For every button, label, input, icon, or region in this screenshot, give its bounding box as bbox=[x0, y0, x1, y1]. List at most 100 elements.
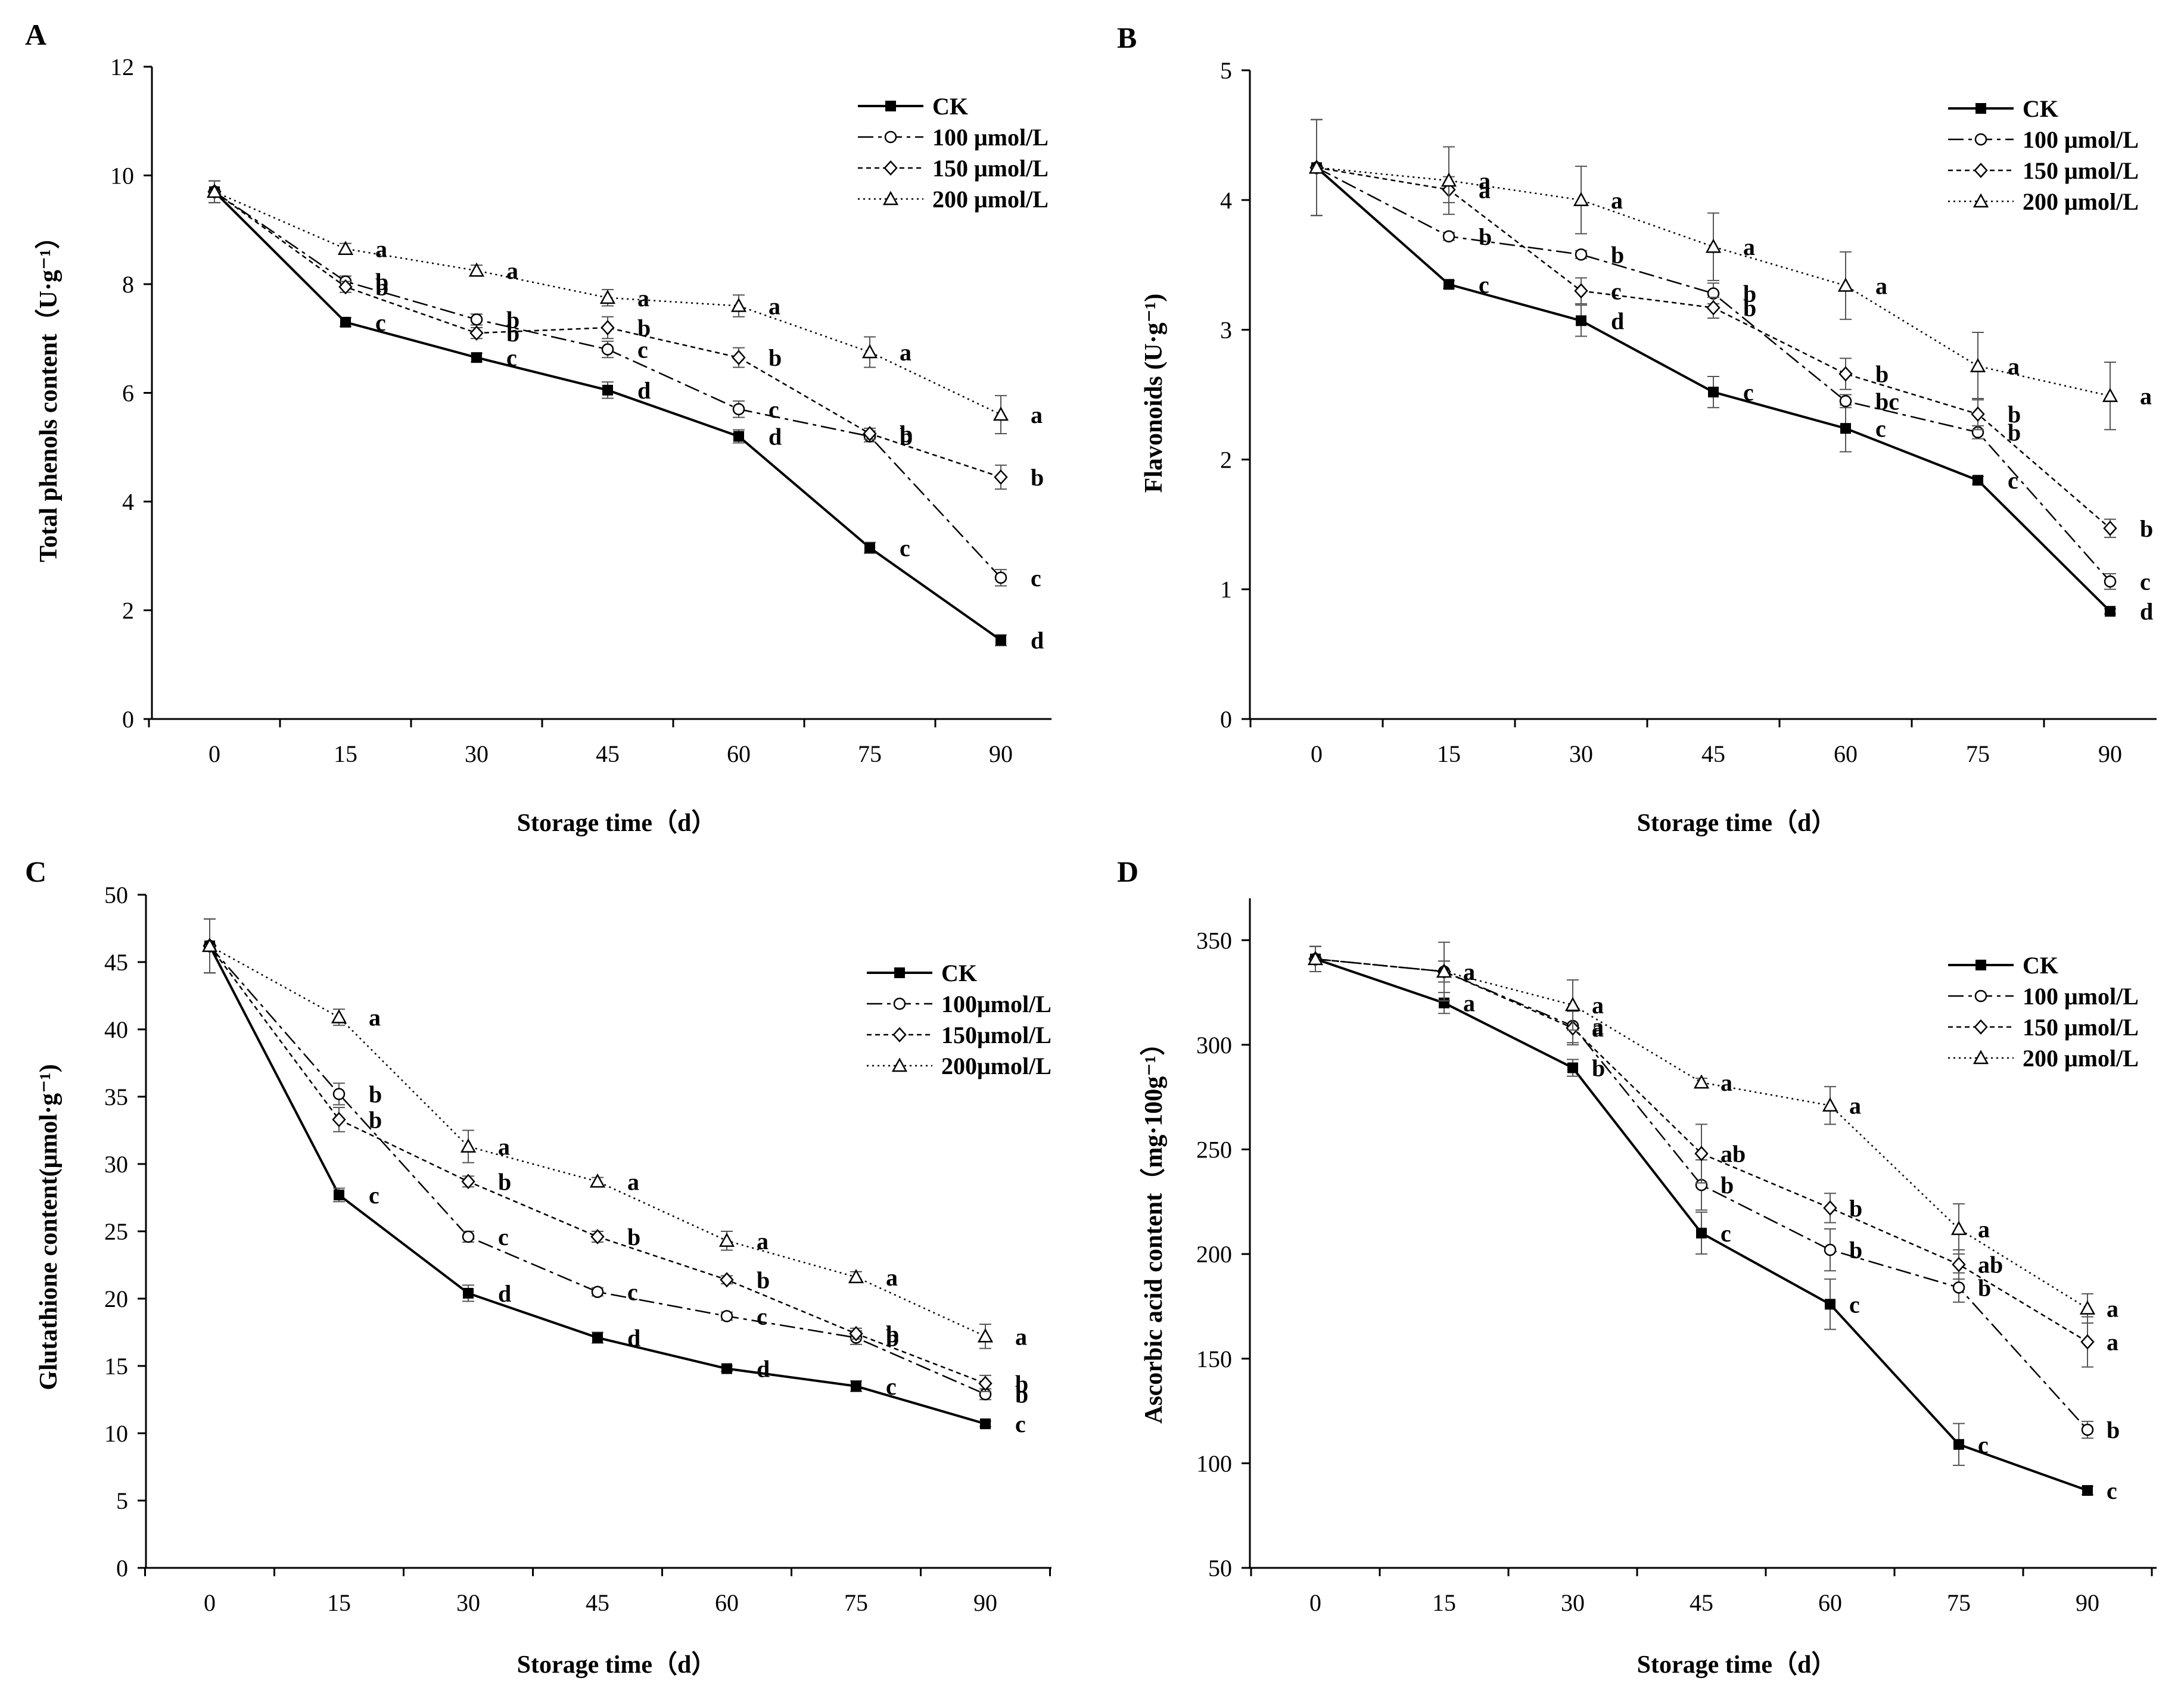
data-point bbox=[1441, 172, 1457, 187]
data-point bbox=[1443, 279, 1454, 290]
significance-label: a bbox=[1592, 992, 1604, 1019]
significance-label: b bbox=[1015, 1381, 1028, 1408]
significance-label: b bbox=[900, 421, 913, 447]
y-tick-label: 5 bbox=[1220, 57, 1232, 84]
data-point bbox=[601, 343, 614, 356]
data-point bbox=[1573, 192, 1589, 207]
data-point bbox=[1308, 159, 1325, 174]
significance-label: a bbox=[375, 236, 387, 263]
legend-entry: 100 μmol/L bbox=[858, 124, 1049, 151]
data-point bbox=[1839, 395, 1852, 407]
data-point bbox=[469, 325, 484, 341]
legend-marker bbox=[894, 967, 905, 978]
x-tick-label: 15 bbox=[327, 1589, 351, 1616]
data-point bbox=[993, 406, 1009, 421]
legend-label: CK bbox=[941, 960, 977, 986]
series-line bbox=[209, 945, 986, 1384]
significance-label: c bbox=[1611, 278, 1622, 304]
significance-label: b bbox=[886, 1325, 899, 1352]
x-tick-label: 75 bbox=[844, 1589, 868, 1616]
legend-label: CK bbox=[932, 93, 968, 120]
significance-label: b bbox=[900, 424, 913, 450]
legend-entry: 200 μmol/L bbox=[1948, 1045, 2139, 1072]
y-tick-label: 300 bbox=[1196, 1032, 1232, 1059]
data-point bbox=[994, 469, 1008, 485]
data-point bbox=[1442, 230, 1455, 243]
y-axis-title: Total phenols content（U·g⁻¹） bbox=[35, 224, 63, 562]
y-tick-label: 3 bbox=[1220, 317, 1232, 344]
significance-label: d bbox=[1611, 307, 1624, 334]
data-point bbox=[1705, 238, 1722, 253]
significance-label: b bbox=[2008, 419, 2021, 446]
significance-label: a bbox=[498, 1134, 510, 1160]
data-point bbox=[470, 313, 483, 326]
significance-label: c bbox=[498, 1224, 509, 1250]
chart-panel-d: D 50 100 150 200 250 300 350 0 15 30 45 60 75 90 Storag… bbox=[1117, 855, 2157, 1679]
significance-label: b bbox=[769, 344, 782, 371]
y-tick-label: 0 bbox=[122, 706, 134, 733]
data-point bbox=[2104, 575, 2117, 588]
significance-label: a bbox=[1743, 234, 1755, 260]
data-point bbox=[1970, 357, 1986, 372]
significance-label: b bbox=[1031, 464, 1044, 491]
significance-label: b bbox=[886, 1321, 899, 1347]
legend-marker bbox=[885, 101, 896, 111]
significance-label: d bbox=[627, 1325, 640, 1352]
data-point bbox=[1706, 300, 1721, 316]
significance-label: c bbox=[769, 396, 779, 423]
legend-label: 100μmol/L bbox=[941, 991, 1051, 1017]
significance-label: a bbox=[900, 339, 911, 366]
y-tick-label: 8 bbox=[122, 271, 134, 298]
x-tick-label: 30 bbox=[1561, 1589, 1585, 1616]
significance-label: a bbox=[637, 285, 649, 312]
panel-letter: B bbox=[1117, 21, 1137, 54]
y-tick-label: 45 bbox=[104, 949, 128, 976]
data-point bbox=[340, 316, 351, 328]
significance-label: b bbox=[369, 1106, 382, 1133]
significance-label: b bbox=[369, 1081, 382, 1107]
significance-label: c bbox=[627, 1279, 638, 1306]
significance-label: a bbox=[1849, 1093, 1861, 1119]
legend-marker bbox=[1973, 1050, 1989, 1065]
significance-label: b bbox=[2140, 515, 2153, 542]
significance-label: a bbox=[369, 1004, 381, 1031]
data-point bbox=[995, 634, 1006, 646]
legend-entry: 100 μmol/L bbox=[1948, 983, 2139, 1010]
data-point bbox=[1823, 1200, 1837, 1216]
data-point bbox=[1696, 1228, 1707, 1238]
significance-label: a bbox=[506, 257, 518, 284]
significance-label: c bbox=[2140, 568, 2151, 595]
significance-label: b bbox=[1611, 241, 1624, 268]
legend-entry: 150 μmol/L bbox=[858, 155, 1049, 182]
data-point bbox=[1694, 1146, 1709, 1162]
significance-label: b bbox=[1592, 1055, 1605, 1082]
significance-label: c bbox=[637, 337, 648, 363]
data-point bbox=[848, 1269, 864, 1284]
legend-entry: 200 μmol/L bbox=[1948, 188, 2139, 215]
data-point bbox=[592, 1332, 603, 1343]
x-tick-label: 15 bbox=[1437, 740, 1461, 767]
x-tick-label: 15 bbox=[1432, 1589, 1456, 1616]
x-tick-label: 0 bbox=[209, 740, 220, 767]
significance-label: a bbox=[2140, 383, 2152, 410]
y-tick-label: 4 bbox=[122, 488, 134, 515]
legend-entry: CK bbox=[858, 93, 968, 120]
significance-label: b bbox=[2107, 1417, 2120, 1443]
significance-label: b bbox=[375, 274, 388, 301]
legend-entry: CK bbox=[1948, 952, 2058, 979]
data-point bbox=[1576, 315, 1586, 326]
data-point bbox=[2102, 388, 2118, 402]
data-point bbox=[337, 241, 354, 255]
data-point bbox=[463, 1287, 474, 1299]
data-point bbox=[2080, 1334, 2095, 1350]
legend-label: 150μmol/L bbox=[941, 1022, 1051, 1048]
data-point bbox=[720, 1310, 733, 1322]
